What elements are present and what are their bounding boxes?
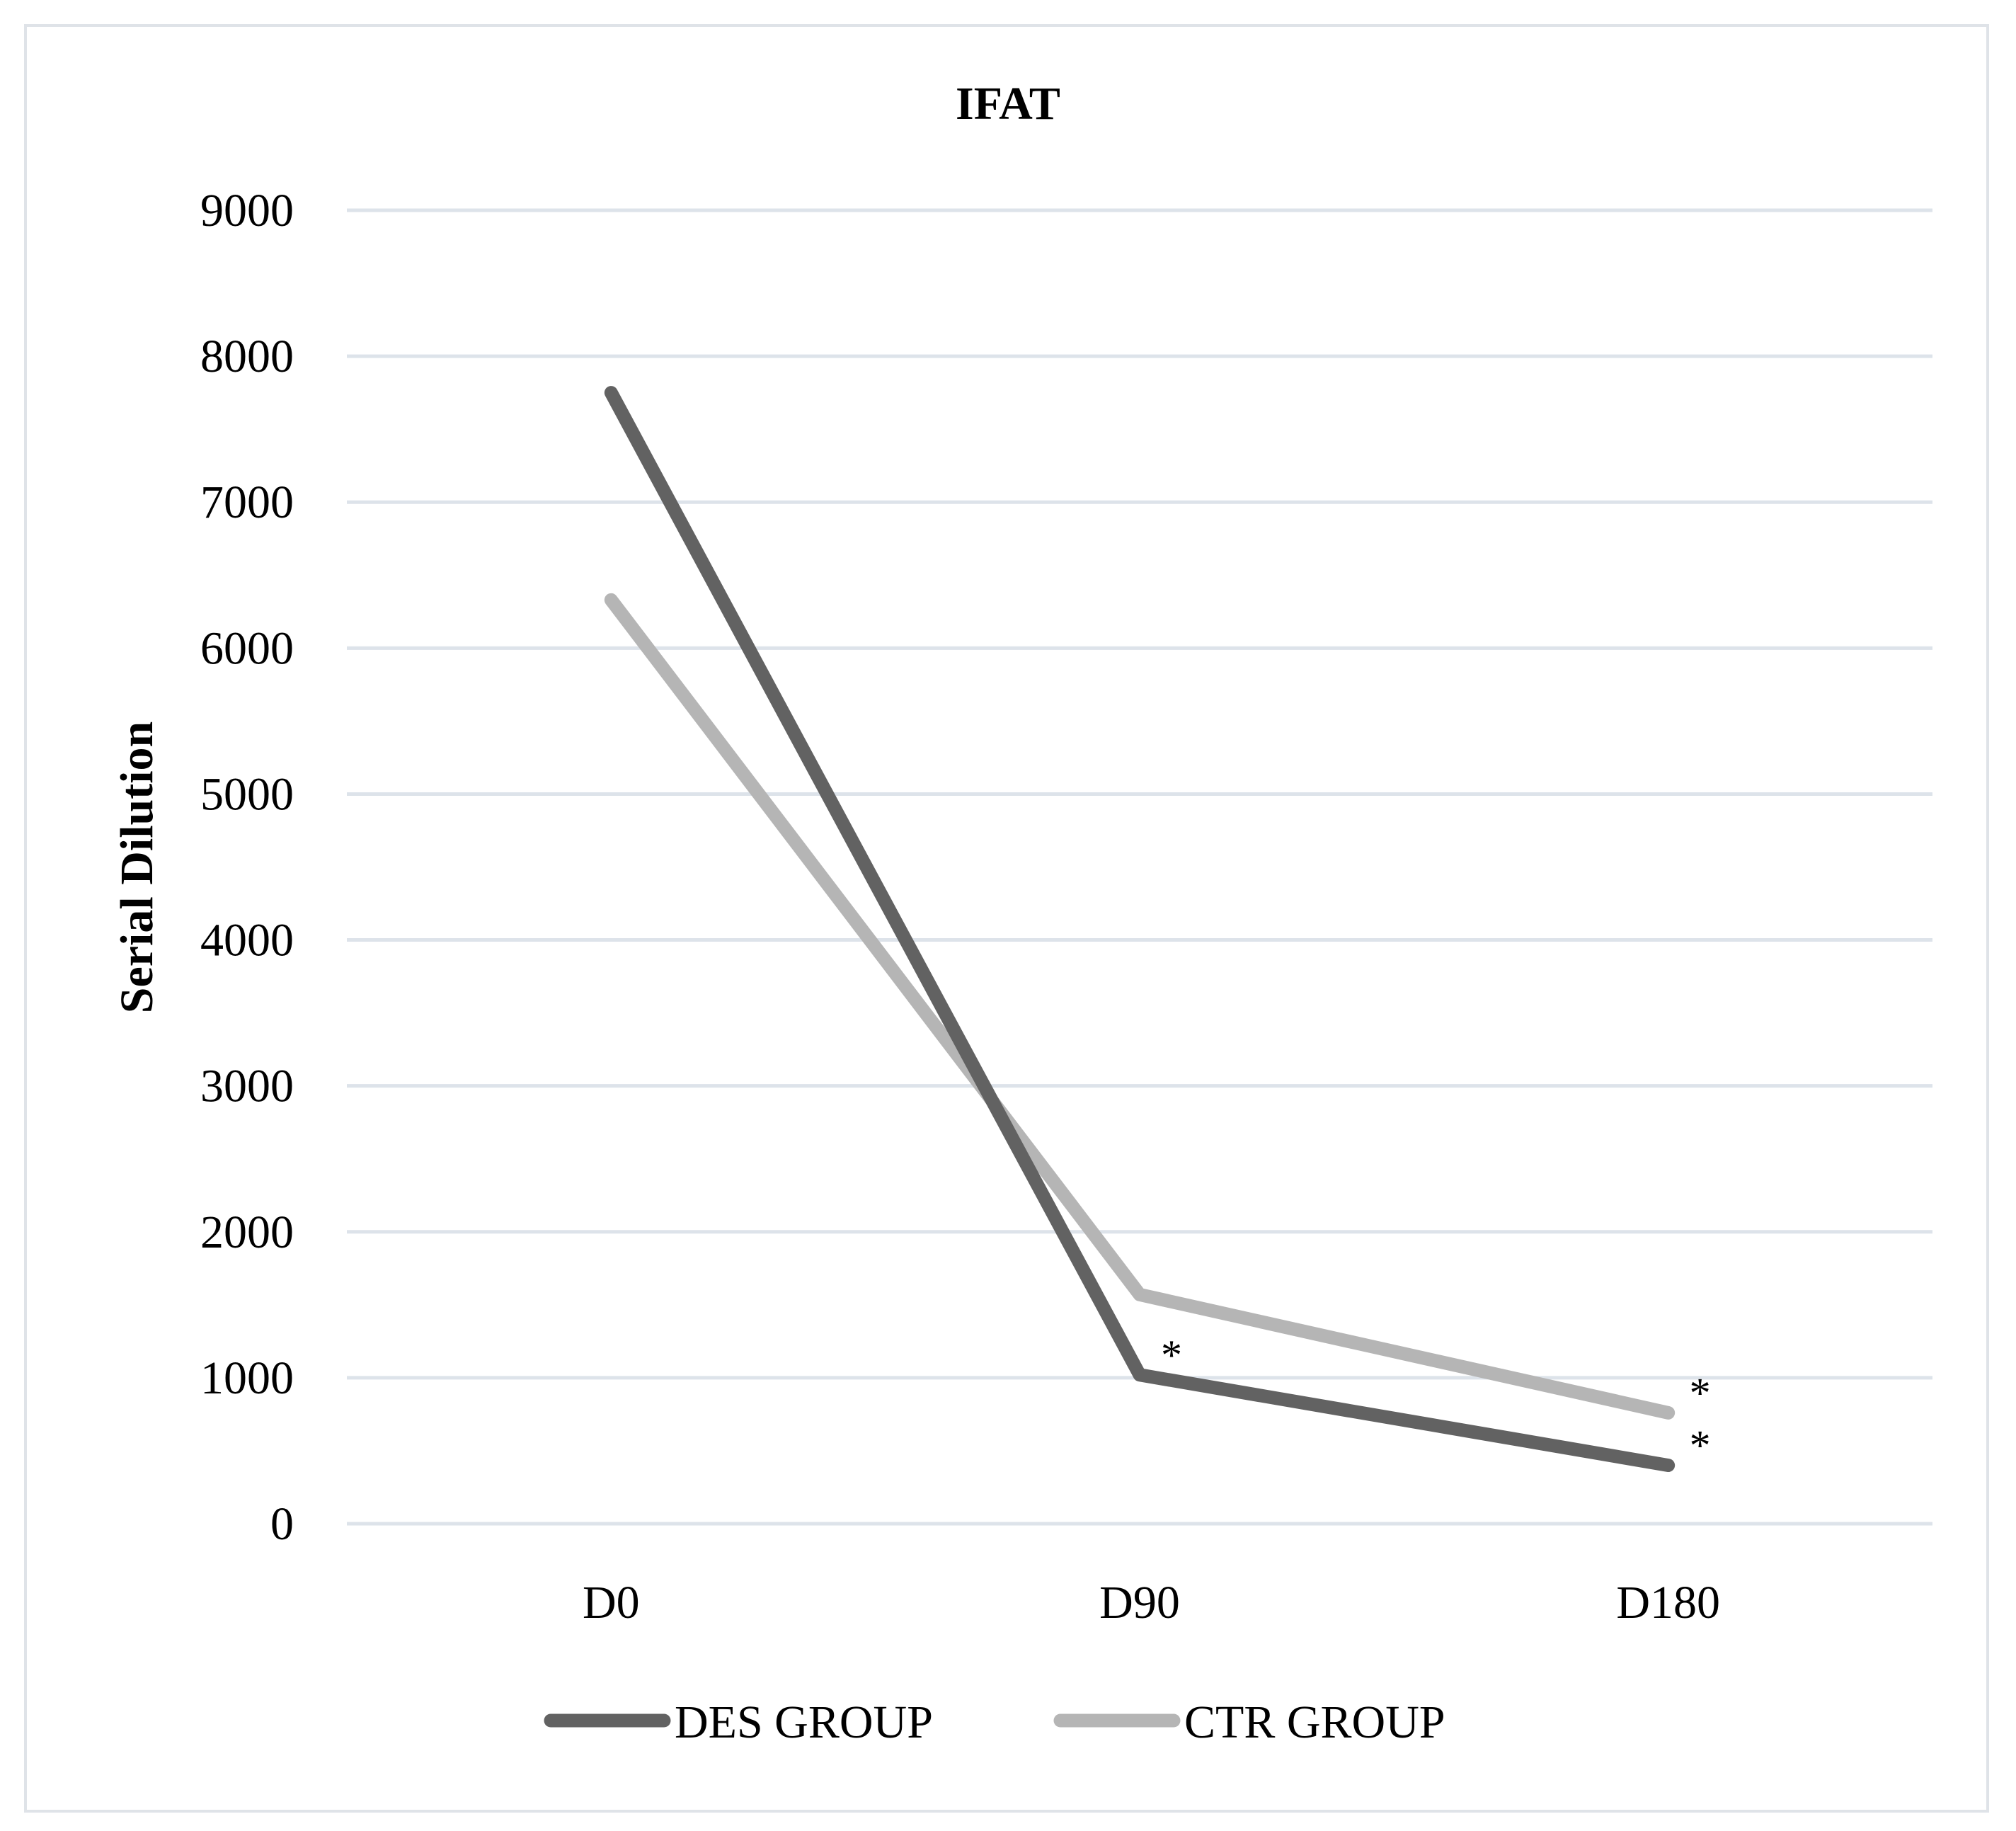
x-tick-label-D180: D180 bbox=[1616, 1577, 1720, 1628]
legend: DES GROUP CTR GROUP bbox=[544, 1696, 1445, 1748]
legend-label-1: CTR GROUP bbox=[1184, 1696, 1445, 1748]
legend-label-0: DES GROUP bbox=[675, 1696, 933, 1748]
chart-frame bbox=[24, 24, 1989, 1813]
series-lines bbox=[604, 386, 1676, 1473]
y-tick-label-7000: 7000 bbox=[200, 477, 294, 528]
y-tick-label-0: 0 bbox=[270, 1498, 294, 1550]
y-tick-label-9000: 9000 bbox=[200, 185, 294, 236]
data-point-1-2 bbox=[1667, 1412, 1669, 1414]
y-axis-label: Serial Dilution bbox=[111, 721, 163, 1014]
significance-marker-0-1: * bbox=[1161, 1332, 1182, 1379]
series-line-1 bbox=[604, 593, 1676, 1420]
y-tick-label-4000: 4000 bbox=[200, 915, 294, 966]
y-tick-label-2000: 2000 bbox=[200, 1207, 294, 1258]
data-point-0-0 bbox=[610, 392, 612, 394]
data-point-1-0 bbox=[610, 599, 612, 601]
y-tick-label-3000: 3000 bbox=[200, 1061, 294, 1112]
x-tick-label-D0: D0 bbox=[583, 1577, 640, 1628]
significance-marker-1-2: * bbox=[1690, 1369, 1711, 1416]
y-tick-label-6000: 6000 bbox=[200, 622, 294, 674]
data-point-0-2 bbox=[1667, 1464, 1669, 1466]
data-point-0-1 bbox=[1139, 1374, 1140, 1376]
data-point-1-1 bbox=[1139, 1294, 1140, 1296]
significance-marker-0-2: * bbox=[1690, 1422, 1711, 1469]
x-tick-labels: D0 D90 D180 bbox=[583, 1577, 1720, 1628]
series-line-0 bbox=[604, 386, 1676, 1473]
y-tick-label-5000: 5000 bbox=[200, 768, 294, 820]
y-tick-label-8000: 8000 bbox=[200, 331, 294, 382]
significance-markers: * * * bbox=[1161, 1332, 1711, 1469]
y-tick-label-1000: 1000 bbox=[200, 1352, 294, 1404]
gridlines bbox=[347, 208, 1932, 1526]
x-tick-label-D90: D90 bbox=[1099, 1577, 1180, 1628]
chart-title: IFAT bbox=[956, 78, 1060, 130]
y-tick-labels: 0 1000 2000 3000 4000 5000 6000 7000 8000 9000 bbox=[200, 185, 294, 1550]
